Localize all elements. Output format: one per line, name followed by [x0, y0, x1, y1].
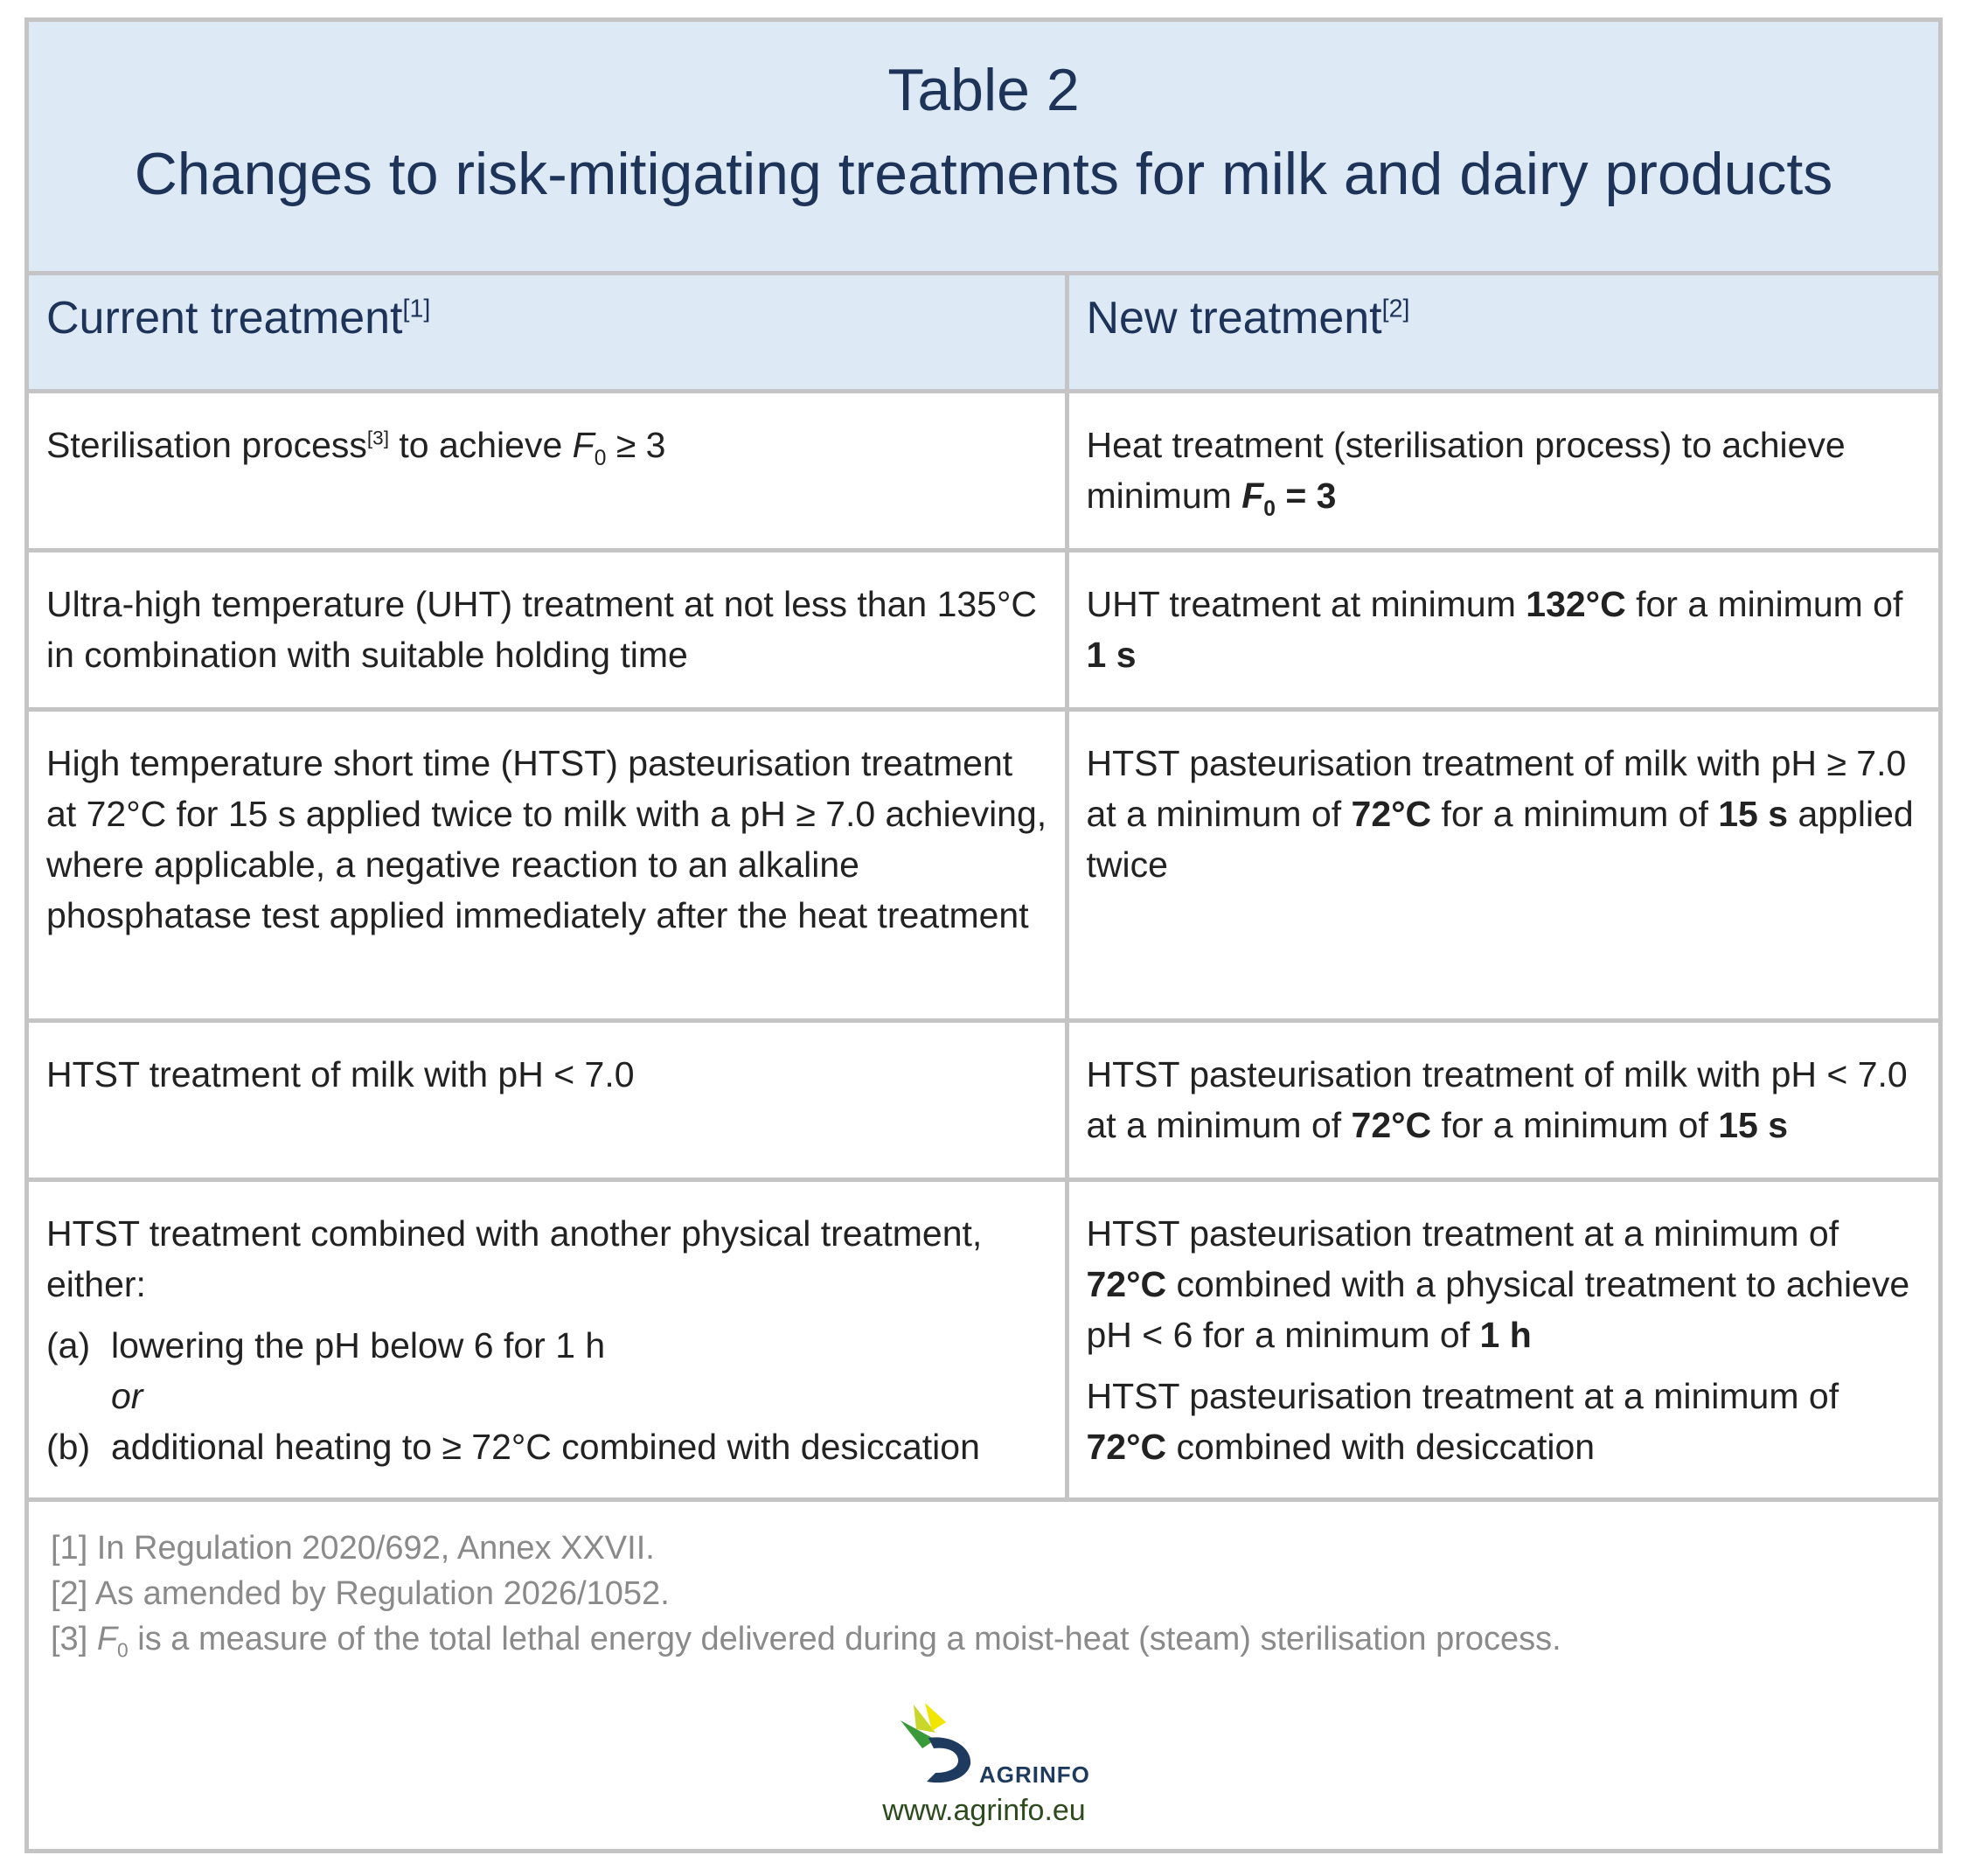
new-cell: HTST pasteurisation treatment of milk wi… — [1064, 1018, 1938, 1182]
treatments-table: Current treatment[1] New treatment[2] St… — [29, 275, 1938, 1502]
current-cell: Ultra-high temperature (UHT) treatment a… — [29, 547, 1069, 712]
logo-text: AGRINFO — [979, 1761, 1090, 1788]
current-cell: Sterilisation process[3] to achieve F0 ≥… — [29, 388, 1069, 552]
footnote-2: [2] As amended by Regulation 2026/1052. — [51, 1575, 670, 1612]
table-row: High temperature short time (HTST) paste… — [29, 706, 1938, 1023]
option-b: (b) additional heating to ≥ 72°C combined… — [46, 1426, 980, 1467]
table-number: Table 2 — [887, 57, 1080, 123]
table-row: Ultra-high temperature (UHT) treatment a… — [29, 547, 1938, 712]
title-box: Table 2 Changes to risk-mitigating treat… — [29, 22, 1938, 275]
table-row: HTST treatment combined with another phy… — [29, 1177, 1938, 1502]
new-cell: Heat treatment (sterilisation process) t… — [1064, 388, 1938, 552]
footnotes: [1] In Regulation 2020/692, Annex XXVII.… — [51, 1525, 1561, 1662]
table-title: Changes to risk-mitigating treatments fo… — [134, 141, 1833, 207]
agrinfo-logo-icon — [901, 1703, 971, 1783]
new-paragraph-1: HTST pasteurisation treatment at a minim… — [1086, 1212, 1910, 1355]
header-new-treatment: New treatment[2] — [1064, 275, 1938, 393]
new-cell: UHT treatment at minimum 132°C for a min… — [1064, 547, 1938, 712]
current-cell: HTST treatment of milk with pH < 7.0 — [29, 1018, 1069, 1182]
current-cell: High temperature short time (HTST) paste… — [29, 706, 1069, 1023]
table-frame: Table 2 Changes to risk-mitigating treat… — [24, 17, 1943, 1853]
footnote-1: [1] In Regulation 2020/692, Annex XXVII. — [51, 1530, 655, 1567]
website-url: www.agrinfo.eu — [882, 1794, 1086, 1827]
option-or: or — [111, 1375, 143, 1416]
table-header-row: Current treatment[1] New treatment[2] — [29, 275, 1938, 393]
header-current-treatment: Current treatment[1] — [29, 275, 1069, 393]
footnote-ref: [3] — [366, 426, 389, 448]
current-cell: HTST treatment combined with another phy… — [29, 1177, 1069, 1502]
new-cell: HTST pasteurisation treatment at a minim… — [1064, 1177, 1938, 1502]
new-paragraph-2: HTST pasteurisation treatment at a minim… — [1086, 1375, 1839, 1467]
footnote-3: [3] F0 is a measure of the total lethal … — [51, 1621, 1561, 1662]
table-row: HTST treatment of milk with pH < 7.0 HTS… — [29, 1018, 1938, 1182]
footnote-ref: [1] — [402, 295, 431, 323]
new-cell: HTST pasteurisation treatment of milk wi… — [1064, 706, 1938, 1023]
table-row: Sterilisation process[3] to achieve F0 ≥… — [29, 388, 1938, 552]
footnote-ref: [2] — [1381, 295, 1410, 323]
option-a: (a) lowering the pH below 6 for 1 h — [46, 1324, 606, 1365]
cell-intro: HTST treatment combined with another phy… — [46, 1212, 983, 1304]
